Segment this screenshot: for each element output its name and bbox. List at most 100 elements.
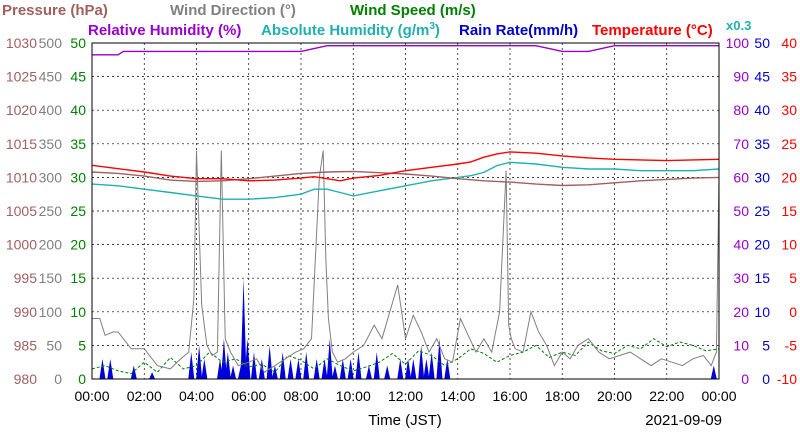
tick-label-rh: 0 xyxy=(741,371,749,387)
tick-label-rh: 90 xyxy=(733,69,749,85)
tick-label-rh: 40 xyxy=(733,237,749,253)
tick-label-wind_speed: 15 xyxy=(70,270,86,286)
plot-frame xyxy=(91,42,720,380)
tick-label-rh: 60 xyxy=(733,169,749,185)
tick-label-rain: 40 xyxy=(754,102,770,118)
tick-label-pressure: 1015 xyxy=(6,136,37,152)
rain-rate-mark xyxy=(244,338,251,379)
tick-label-rh: 30 xyxy=(733,270,749,286)
x-tick-label: 10:00 xyxy=(336,388,371,404)
tick-label-wind_direction: 450 xyxy=(39,69,63,85)
tick-label-wind_speed: 5 xyxy=(78,337,86,353)
tick-label-rh: 80 xyxy=(733,102,749,118)
tick-label-wind_speed: 30 xyxy=(70,169,86,185)
rain-rate-mark xyxy=(710,365,717,379)
tick-label-rain: 20 xyxy=(754,237,770,253)
grid xyxy=(92,43,719,379)
wind-speed-line xyxy=(91,338,720,375)
tick-label-wind_direction: 300 xyxy=(39,169,63,185)
legend-wind-speed: Wind Speed (m/s) xyxy=(350,2,476,19)
tick-label-pressure: 980 xyxy=(14,371,38,387)
rain-rate-mark xyxy=(149,372,156,379)
legend-wind-direction: Wind Direction (°) xyxy=(170,2,296,19)
rain-rate-mark xyxy=(410,358,417,379)
tick-label-rain: 10 xyxy=(754,304,770,320)
tick-label-rain: 35 xyxy=(754,136,770,152)
rain-rate-mark xyxy=(287,358,294,379)
x-axis-label: Time (JST) xyxy=(368,412,442,429)
rain-rate-mark xyxy=(196,345,203,379)
tick-label-rh: 70 xyxy=(733,136,749,152)
x-tick-label: 06:00 xyxy=(231,388,266,404)
legend-temperature: Temperature (°C) xyxy=(592,22,713,39)
tick-label-rh: 10 xyxy=(733,337,749,353)
tick-label-wind_direction: 200 xyxy=(39,237,63,253)
rain-rate-mark xyxy=(303,352,310,379)
tick-label-wind_direction: 0 xyxy=(54,371,62,387)
x-tick-label: 12:00 xyxy=(388,388,423,404)
tick-label-pressure: 990 xyxy=(14,304,38,320)
legend-scale-note: x0.3 xyxy=(726,18,751,33)
rain-rate-mark xyxy=(130,365,137,379)
x-tick-label: 18:00 xyxy=(545,388,580,404)
tick-label-temp: 10 xyxy=(781,237,797,253)
tick-label-temp: 5 xyxy=(789,270,797,286)
rain-rate-mark xyxy=(313,358,320,379)
tick-label-wind_speed: 0 xyxy=(78,371,86,387)
rain-rate-mark xyxy=(444,358,451,379)
chart-date: 2021-09-09 xyxy=(645,412,722,429)
tick-label-temp: -5 xyxy=(785,337,798,353)
tick-label-temp: 40 xyxy=(781,35,797,51)
tick-label-wind_speed: 50 xyxy=(70,35,86,51)
tick-label-rain: 0 xyxy=(762,371,770,387)
x-tick-label: 16:00 xyxy=(492,388,527,404)
tick-label-pressure: 1025 xyxy=(6,69,37,85)
x-tick-label: 00:00 xyxy=(701,388,736,404)
tick-label-temp: 25 xyxy=(781,136,797,152)
rain-rate-mark xyxy=(321,358,328,379)
legend-pressure: Pressure (hPa) xyxy=(2,2,108,19)
rain-rate-mark xyxy=(258,358,265,379)
tick-label-wind_speed: 10 xyxy=(70,304,86,320)
tick-label-pressure: 1010 xyxy=(6,169,37,185)
rain-rate-mark xyxy=(295,358,302,379)
tick-label-rain: 45 xyxy=(754,69,770,85)
tick-label-temp: 30 xyxy=(781,102,797,118)
x-tick-label: 14:00 xyxy=(440,388,475,404)
rain-rate-mark xyxy=(365,365,372,379)
rain-rate-mark xyxy=(326,338,333,379)
x-tick-label: 22:00 xyxy=(649,388,684,404)
x-tick-label: 04:00 xyxy=(179,388,214,404)
tick-label-pressure: 1020 xyxy=(6,102,37,118)
tick-label-temp: -10 xyxy=(777,371,797,387)
legend-rain-rate: Rain Rate(mm/h) xyxy=(459,22,578,39)
rain-rate-mark xyxy=(99,358,106,379)
tick-label-rh: 50 xyxy=(733,203,749,219)
legend-absolute-humidity: Absolute Humidity (g/m3) xyxy=(261,21,440,39)
tick-label-wind_direction: 500 xyxy=(39,35,63,51)
rain-rate-mark xyxy=(266,345,273,379)
x-tick-label: 00:00 xyxy=(74,388,109,404)
rain-rate-mark xyxy=(279,352,286,379)
pressure-line xyxy=(91,170,720,187)
rain-rate-mark xyxy=(250,352,257,379)
x-axis: 00:00 02:00 04:00 06:00 08:00 10:00 12:00 14:00… xyxy=(74,388,736,404)
rain-rate-mark xyxy=(397,358,404,379)
rain-rate-mark xyxy=(428,352,435,379)
tick-label-wind_direction: 400 xyxy=(39,102,63,118)
tick-label-pressure: 995 xyxy=(14,270,38,286)
rain-rate-mark xyxy=(423,358,430,379)
tick-label-rain: 15 xyxy=(754,270,770,286)
rain-rate-mark xyxy=(230,365,237,379)
tick-label-pressure: 1005 xyxy=(6,203,37,219)
rain-rate-mark xyxy=(220,338,227,379)
tick-label-pressure: 1030 xyxy=(6,35,37,51)
rain-rate-series xyxy=(99,278,717,379)
rain-rate-mark xyxy=(271,365,278,379)
tick-label-pressure: 985 xyxy=(14,337,38,353)
x-tick-label: 02:00 xyxy=(127,388,162,404)
rh-line xyxy=(92,45,719,56)
rain-rate-mark xyxy=(418,345,425,379)
rain-rate-mark xyxy=(107,358,114,379)
rain-rate-mark xyxy=(240,278,247,379)
